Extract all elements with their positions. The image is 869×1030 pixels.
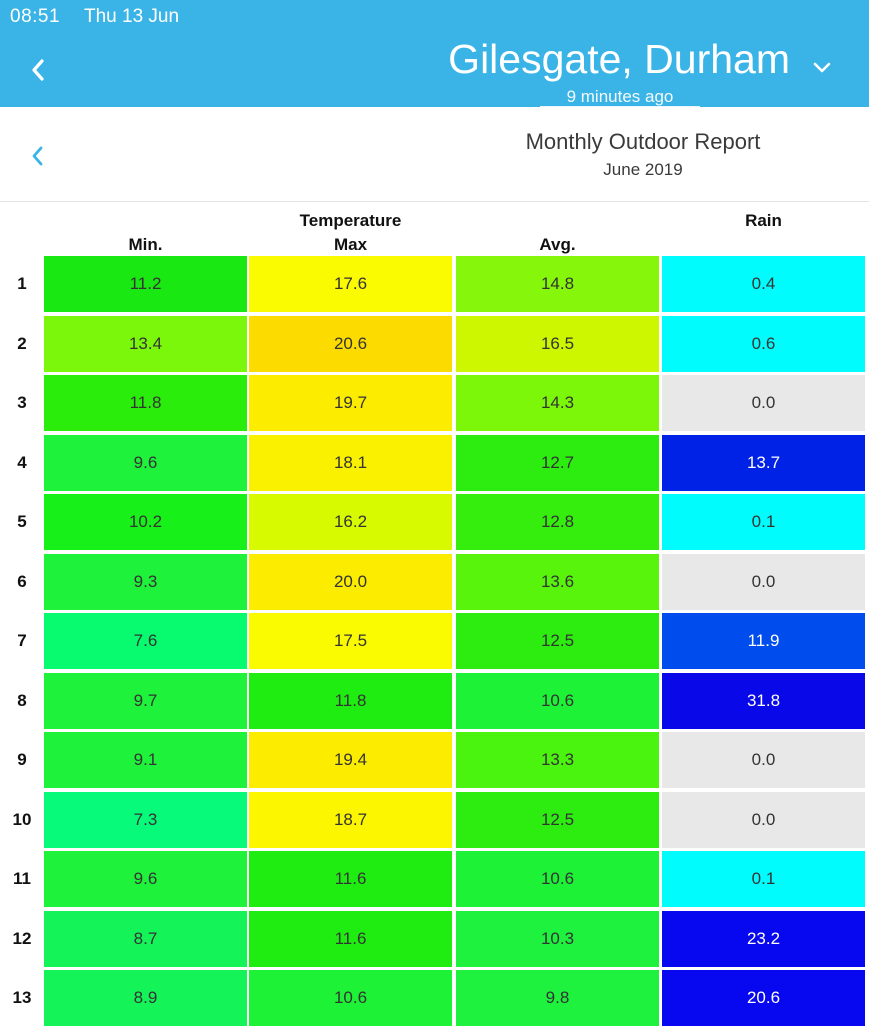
max-cell: 17.5 bbox=[249, 613, 452, 669]
max-cell: 16.2 bbox=[249, 494, 452, 550]
chevron-left-icon bbox=[32, 146, 43, 166]
rain-cell: 0.0 bbox=[662, 553, 865, 610]
chevron-down-icon bbox=[813, 62, 831, 73]
rain-cell: 23.2 bbox=[662, 910, 865, 967]
table-row: 8 9.7 11.8 10.6 31.8 bbox=[0, 672, 869, 733]
table-row: 4 9.6 18.1 12.7 13.7 bbox=[0, 434, 869, 495]
min-cell: 8.7 bbox=[44, 910, 247, 967]
status-time: 08:51 bbox=[10, 6, 61, 27]
min-cell: 11.8 bbox=[44, 375, 247, 431]
table-row: 3 11.8 19.7 14.3 0.0 bbox=[0, 375, 869, 435]
max-cell: 10.6 bbox=[249, 970, 452, 1026]
rain-cell: 0.6 bbox=[662, 315, 865, 372]
chevron-left-icon bbox=[32, 59, 44, 81]
report-title: Monthly Outdoor Report bbox=[525, 129, 761, 154]
avg-cell: 13.6 bbox=[456, 553, 659, 610]
max-cell: 11.6 bbox=[249, 910, 452, 967]
avg-header: Avg. bbox=[539, 235, 576, 254]
temperature-group-header: Temperature bbox=[299, 211, 402, 230]
day-label: 1 bbox=[17, 274, 27, 293]
day-label: 13 bbox=[12, 988, 32, 1007]
min-cell: 7.6 bbox=[44, 613, 247, 669]
min-cell: 9.1 bbox=[44, 732, 247, 788]
rain-cell: 31.8 bbox=[662, 672, 865, 729]
max-cell: 20.6 bbox=[249, 315, 452, 372]
avg-cell: 10.3 bbox=[456, 910, 659, 967]
min-header: Min. bbox=[128, 235, 163, 254]
avg-cell: 12.5 bbox=[456, 791, 659, 848]
max-cell: 17.6 bbox=[249, 256, 452, 312]
min-cell: 9.6 bbox=[44, 434, 247, 491]
report-header: Monthly Outdoor Report June 2019 bbox=[0, 107, 869, 202]
table-row: 7 7.6 17.5 12.5 11.9 bbox=[0, 613, 869, 673]
last-updated: 9 minutes ago bbox=[540, 88, 700, 107]
report-period: June 2019 bbox=[603, 160, 683, 179]
rain-cell: 0.0 bbox=[662, 791, 865, 848]
day-label: 6 bbox=[17, 571, 27, 591]
day-label: 4 bbox=[17, 452, 27, 472]
day-label: 8 bbox=[17, 690, 27, 710]
avg-cell: 10.6 bbox=[456, 851, 659, 907]
rain-cell: 0.1 bbox=[662, 851, 865, 907]
min-cell: 9.3 bbox=[44, 553, 247, 610]
min-cell: 8.9 bbox=[44, 970, 247, 1026]
top-bar: 08:51 Thu 13 Jun Gilesgate, Durham 9 min… bbox=[0, 0, 869, 107]
day-label: 12 bbox=[12, 928, 32, 948]
max-cell: 20.0 bbox=[249, 553, 452, 610]
location-title[interactable]: Gilesgate, Durham bbox=[448, 36, 790, 82]
max-cell: 19.7 bbox=[249, 375, 452, 431]
rain-header: Rain bbox=[745, 211, 782, 230]
table-row: 6 9.3 20.0 13.6 0.0 bbox=[0, 553, 869, 614]
table-row: 12 8.7 11.6 10.3 23.2 bbox=[0, 910, 869, 971]
max-header: Max bbox=[333, 235, 368, 254]
avg-cell: 12.7 bbox=[456, 434, 659, 491]
location-dropdown-button[interactable] bbox=[808, 54, 836, 82]
avg-cell: 9.8 bbox=[456, 970, 659, 1026]
day-label: 9 bbox=[17, 750, 27, 769]
rain-cell: 0.0 bbox=[662, 375, 865, 431]
rain-cell: 0.0 bbox=[662, 732, 865, 788]
day-label: 2 bbox=[17, 333, 27, 353]
min-cell: 11.2 bbox=[44, 256, 247, 312]
min-cell: 7.3 bbox=[44, 791, 247, 848]
day-label: 3 bbox=[17, 393, 27, 412]
table-row: 13 8.9 10.6 9.8 20.6 bbox=[0, 970, 869, 1030]
max-cell: 11.8 bbox=[249, 672, 452, 729]
max-cell: 18.7 bbox=[249, 791, 452, 848]
day-label: 7 bbox=[17, 631, 27, 650]
min-cell: 9.7 bbox=[44, 672, 247, 729]
avg-cell: 14.8 bbox=[456, 256, 659, 312]
max-cell: 19.4 bbox=[249, 732, 452, 788]
avg-cell: 10.6 bbox=[456, 672, 659, 729]
avg-cell: 16.5 bbox=[456, 315, 659, 372]
day-label: 5 bbox=[17, 512, 27, 531]
avg-cell: 14.3 bbox=[456, 375, 659, 431]
min-cell: 10.2 bbox=[44, 494, 247, 550]
table-row: 5 10.2 16.2 12.8 0.1 bbox=[0, 494, 869, 554]
rain-cell: 13.7 bbox=[662, 434, 865, 491]
previous-month-button[interactable] bbox=[22, 141, 52, 171]
min-cell: 13.4 bbox=[44, 315, 247, 372]
rain-cell: 20.6 bbox=[662, 970, 865, 1026]
max-cell: 11.6 bbox=[249, 851, 452, 907]
rain-cell: 11.9 bbox=[662, 613, 865, 669]
rain-cell: 0.4 bbox=[662, 256, 865, 312]
table-row: 11 9.6 11.6 10.6 0.1 bbox=[0, 851, 869, 911]
max-cell: 18.1 bbox=[249, 434, 452, 491]
status-date: Thu 13 Jun bbox=[84, 6, 180, 27]
table-row: 9 9.1 19.4 13.3 0.0 bbox=[0, 732, 869, 792]
avg-cell: 13.3 bbox=[456, 732, 659, 788]
avg-cell: 12.5 bbox=[456, 613, 659, 669]
table-row: 2 13.4 20.6 16.5 0.6 bbox=[0, 315, 869, 376]
day-label: 10 bbox=[12, 809, 32, 829]
rain-cell: 0.1 bbox=[662, 494, 865, 550]
min-cell: 9.6 bbox=[44, 851, 247, 907]
back-button[interactable] bbox=[22, 52, 54, 88]
day-label: 11 bbox=[13, 869, 31, 888]
table-row: 1 11.2 17.6 14.8 0.4 bbox=[0, 256, 869, 316]
table-row: 10 7.3 18.7 12.5 0.0 bbox=[0, 791, 869, 852]
avg-cell: 12.8 bbox=[456, 494, 659, 550]
